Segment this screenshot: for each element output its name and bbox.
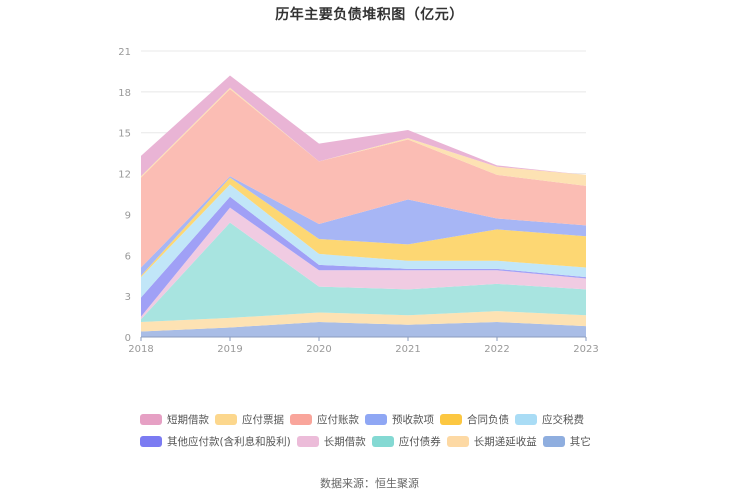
area-series xyxy=(141,222,586,323)
area-layers xyxy=(141,75,586,337)
legend-swatch-icon xyxy=(440,414,462,425)
x-tick-label: 2023 xyxy=(573,344,598,355)
legend-label: 短期借款 xyxy=(167,414,209,426)
legend-label: 应付票据 xyxy=(242,414,284,426)
legend: 短期借款 应付票据 应付账款 预收款项 合同负债 应交税费 其他应付款(含利息和股利) 长期… xyxy=(140,410,610,454)
x-tick-label: 2019 xyxy=(217,344,242,355)
legend-item[interactable]: 短期借款 xyxy=(140,412,209,427)
legend-swatch-icon xyxy=(296,436,319,447)
legend-label: 应付债券 xyxy=(398,436,441,448)
legend-swatch-icon xyxy=(140,414,162,425)
legend-item[interactable]: 长期递延收益 xyxy=(446,434,537,449)
legend-item[interactable]: 应交税费 xyxy=(515,412,584,427)
x-tick-label: 2022 xyxy=(484,344,509,355)
y-tick-label: 12 xyxy=(118,170,131,181)
legend-item[interactable]: 其他应付款(含利息和股利) xyxy=(140,434,291,449)
legend-label: 预收款项 xyxy=(392,414,434,426)
y-tick-label: 6 xyxy=(125,251,131,262)
legend-row-1: 短期借款 应付票据 应付账款 预收款项 合同负债 应交税费 xyxy=(140,410,610,429)
legend-label: 其它 xyxy=(569,436,591,448)
legend-label: 合同负债 xyxy=(467,414,509,426)
y-tick-label: 15 xyxy=(118,129,131,140)
y-tick-label: 3 xyxy=(125,292,131,303)
legend-swatch-icon xyxy=(140,436,162,447)
area-series xyxy=(141,207,586,320)
legend-label: 其他应付款(含利息和股利) xyxy=(167,436,291,448)
legend-item[interactable]: 长期借款 xyxy=(296,434,366,449)
y-axis-labels: 0 3 6 9 12 15 18 21 xyxy=(118,47,131,344)
legend-row-2: 其他应付款(含利息和股利) 长期借款 应付债券 长期递延收益 其它 xyxy=(140,432,610,451)
legend-item[interactable]: 应付账款 xyxy=(290,412,359,427)
legend-item[interactable]: 合同负债 xyxy=(440,412,509,427)
legend-swatch-icon xyxy=(290,414,312,425)
legend-label: 长期递延收益 xyxy=(473,436,537,448)
area-series xyxy=(141,184,586,298)
legend-item[interactable]: 其它 xyxy=(542,434,591,449)
area-series xyxy=(141,75,586,177)
chart-title: 历年主要负债堆积图（亿元） xyxy=(275,7,464,23)
legend-label: 应交税费 xyxy=(542,414,584,426)
x-tick-label: 2018 xyxy=(128,344,153,355)
legend-swatch-icon xyxy=(542,436,565,447)
area-series xyxy=(141,89,586,268)
legend-label: 应付账款 xyxy=(317,414,359,426)
y-tick-label: 9 xyxy=(125,210,131,221)
legend-swatch-icon xyxy=(365,414,387,425)
legend-item[interactable]: 应付票据 xyxy=(215,412,284,427)
legend-item[interactable]: 预收款项 xyxy=(365,412,434,427)
area-series xyxy=(141,176,586,276)
y-tick-label: 0 xyxy=(125,333,131,344)
stacked-area-chart: 0 3 6 9 12 15 18 21 2018 2019 2020 2021 2022 2023 xyxy=(118,47,599,355)
y-tick-label: 21 xyxy=(118,47,131,58)
legend-swatch-icon xyxy=(215,414,237,425)
area-series xyxy=(141,322,586,337)
area-series xyxy=(141,177,586,278)
legend-label: 长期借款 xyxy=(323,436,366,448)
y-tick-label: 18 xyxy=(118,88,131,99)
x-axis: 2018 2019 2020 2021 2022 2023 xyxy=(128,336,599,355)
legend-swatch-icon xyxy=(515,414,537,425)
area-series xyxy=(141,87,586,186)
x-tick-label: 2020 xyxy=(306,344,331,355)
data-source: 数据来源：恒生聚源 xyxy=(320,477,419,490)
legend-swatch-icon xyxy=(446,436,469,447)
legend-item[interactable]: 应付债券 xyxy=(371,434,441,449)
legend-swatch-icon xyxy=(371,436,394,447)
x-tick-label: 2021 xyxy=(395,344,420,355)
area-series xyxy=(141,311,586,332)
